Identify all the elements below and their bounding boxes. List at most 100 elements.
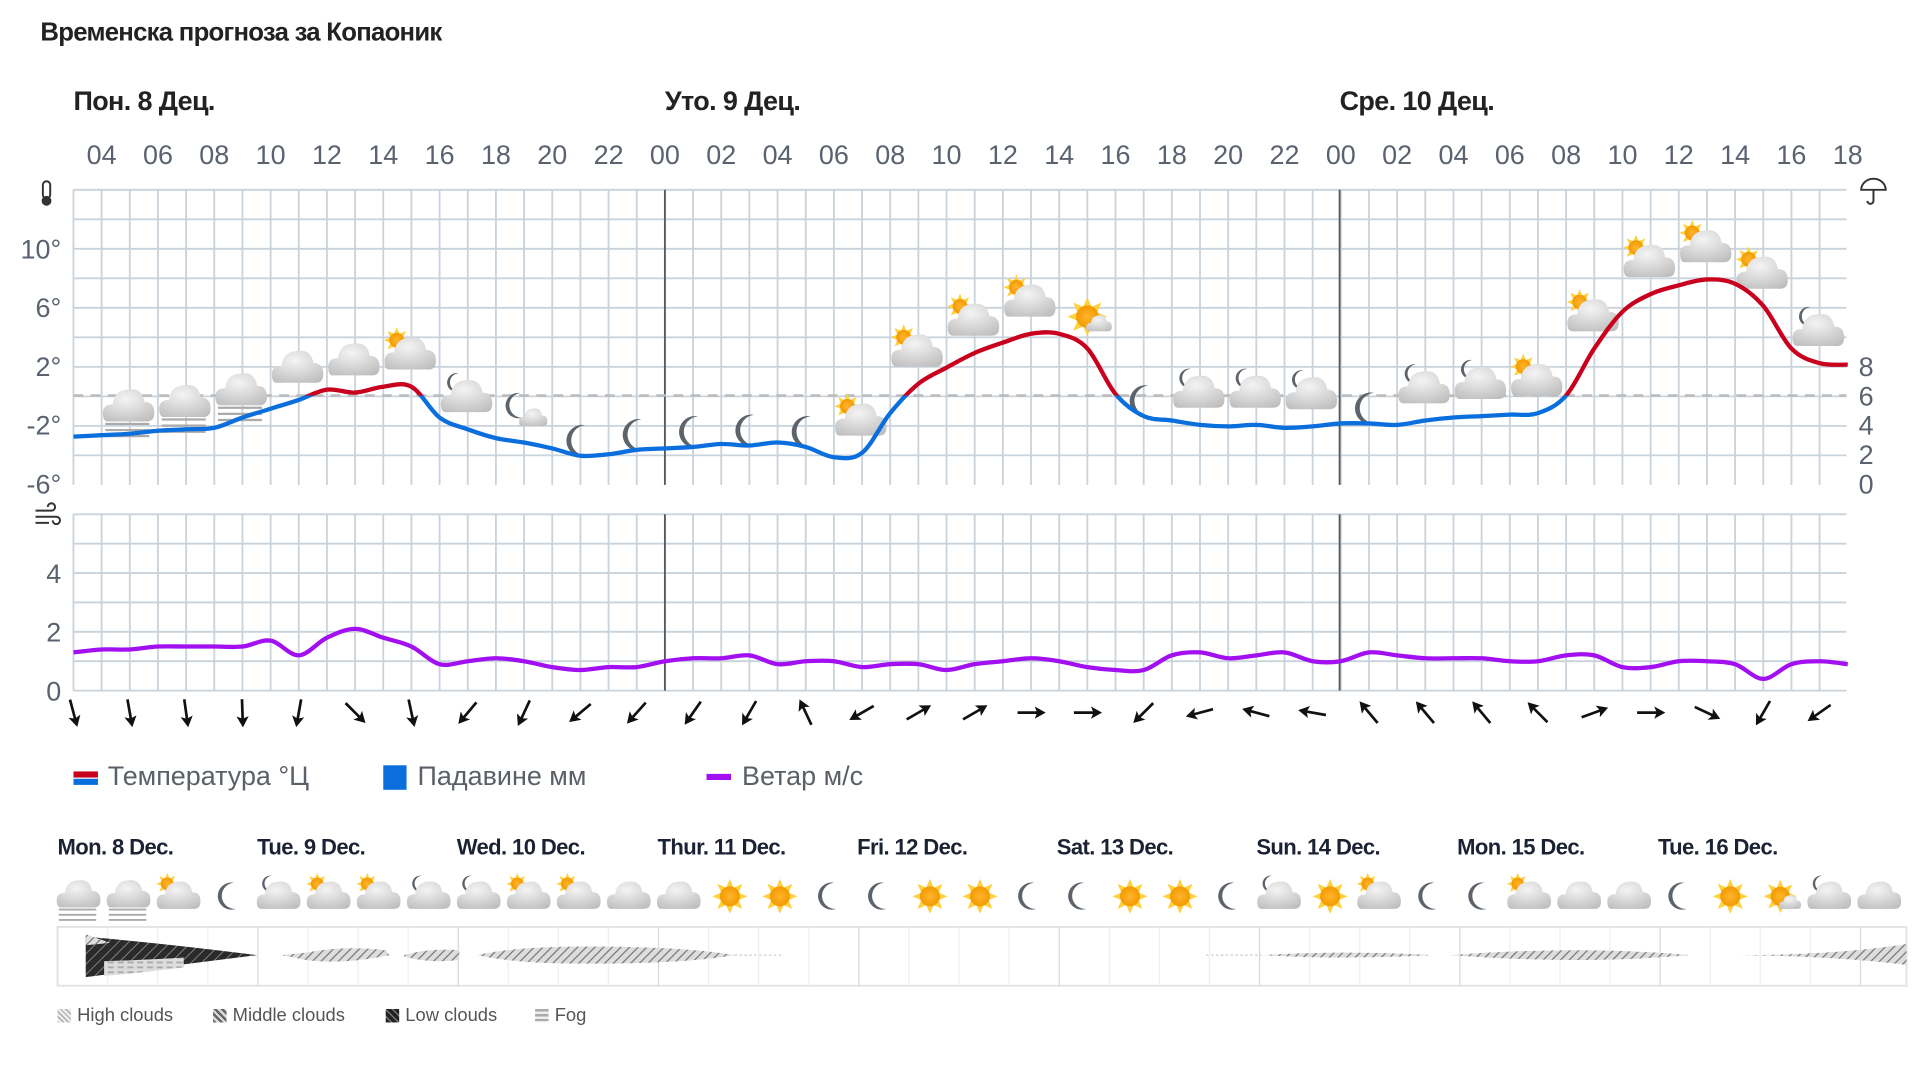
outlook-day: Wed. 10 Dec. (456, 835, 586, 860)
arrow-head (1034, 706, 1046, 719)
outlook-day: Fri. 12 Dec. (857, 835, 968, 860)
arrow-head (1298, 705, 1311, 719)
y-tick-label-temperature: -6° (27, 469, 62, 499)
arrow-head (849, 709, 862, 721)
partly-sunny-icon (1679, 220, 1732, 263)
y-tick-label-precipitation: 2 (1859, 440, 1874, 470)
sun-icon (962, 878, 998, 914)
partly-moon-icon (456, 875, 501, 909)
day-header-wed: Сре. 10 Дец. (1339, 85, 1495, 117)
arrow-shaft (1136, 702, 1155, 720)
partly-moon-icon (1398, 364, 1450, 404)
sun-icon (712, 878, 748, 914)
arrow-shaft (800, 704, 813, 726)
arrow-shaft (344, 702, 363, 720)
wind-arrow-icon (569, 702, 592, 723)
x-tick-label: 10 (932, 140, 962, 170)
wind-arrow-icon (344, 702, 366, 724)
x-tick-label: 06 (143, 140, 173, 170)
arrow-shaft (906, 707, 927, 721)
x-tick-label: 10 (1607, 140, 1637, 170)
moon-icon (679, 416, 701, 448)
arrow-head (180, 715, 193, 728)
chart-grid (72, 188, 1847, 692)
cloud-icon (606, 881, 651, 909)
wind-arrow-icon (849, 704, 875, 721)
wind-arrow-icon (742, 700, 758, 726)
x-tick-label: 12 (1664, 140, 1694, 170)
cloud-icon (328, 343, 380, 376)
fog-icon (56, 880, 101, 921)
wind-arrow-icon (1359, 701, 1379, 724)
x-tick-label: 20 (1213, 140, 1243, 170)
arrow-head (1654, 706, 1666, 719)
wind-arrow-icon (458, 701, 478, 724)
sun-shape (962, 878, 998, 914)
x-tick-label: 14 (1720, 140, 1750, 170)
moon-shape (622, 418, 645, 451)
partly-moon-icon (1257, 875, 1301, 909)
y-tick-label-temperature: -2° (27, 411, 62, 441)
moon-icon (735, 414, 757, 447)
wind-arrow-icon (406, 699, 419, 728)
moon-icon (1668, 882, 1687, 910)
cloud-icon (1607, 881, 1652, 909)
arrow-head (974, 705, 988, 717)
cloud-icon (656, 881, 701, 909)
moon-icon (1418, 882, 1437, 910)
arrow-head (684, 712, 696, 725)
middle-clouds-swatch (213, 1008, 227, 1023)
cloud-shape (1857, 881, 1902, 909)
partly-sunny-icon (1510, 353, 1563, 397)
arrow-shaft (572, 702, 592, 720)
outlook-day: Sun. 14 Dec. (1256, 835, 1381, 860)
partly-sunny-icon (1003, 274, 1056, 317)
moon-icon (217, 882, 236, 910)
outlook-day: Mon. 8 Dec. (57, 835, 174, 860)
arrow-head (1091, 706, 1103, 719)
wind-arrow-icon (1185, 707, 1214, 720)
partly-sunny-icon (506, 872, 551, 909)
low-clouds-swatch (385, 1008, 400, 1023)
x-tick-label: 00 (1326, 140, 1356, 170)
arrow-head (1807, 709, 1821, 722)
cloud-shape (606, 881, 651, 909)
arrow-shaft (1475, 705, 1492, 724)
x-tick-label: 04 (1438, 140, 1468, 170)
arrow-shaft (1694, 705, 1716, 718)
temperature-legend-swatch-red (73, 771, 98, 778)
arrow-head (1595, 705, 1609, 718)
wind-line (73, 626, 1849, 682)
partly-sunny-icon (1506, 872, 1552, 909)
arrow-head (1185, 707, 1199, 720)
sun-small-cloud-icon (1763, 879, 1802, 914)
arrow-shaft (1757, 700, 1772, 721)
partly-sunny-icon (556, 872, 601, 909)
partly-sunny-icon (383, 327, 436, 370)
moon-shape (868, 882, 887, 910)
y-tick-label-wind: 0 (46, 676, 61, 706)
moon-shape (1018, 882, 1037, 910)
x-tick-label: 02 (706, 140, 736, 170)
partly-moon-icon (1792, 306, 1845, 347)
moon-shape (1355, 392, 1377, 425)
arrow-shaft (1811, 703, 1832, 719)
cloud-shape (271, 350, 324, 383)
cloud-shape (1607, 881, 1652, 909)
arrow-shaft (687, 700, 702, 721)
x-tick-label: 10 (256, 140, 286, 170)
arrow-shaft (962, 707, 983, 721)
arrow-shaft (743, 700, 758, 721)
y-tick-label-precipitation: 6 (1859, 381, 1874, 411)
arrow-shaft (519, 699, 531, 721)
x-tick-label: 12 (988, 140, 1018, 170)
partly-moon-icon (1285, 370, 1338, 410)
moon-shape (1068, 882, 1087, 910)
wind-direction-arrows (68, 699, 1832, 728)
axis-ticks: 04 06 08 10 12 14 16 18 20 22 00 02 04 06 08 10 12 14 16 18… (21, 140, 1874, 706)
wind-arrow-icon (1807, 703, 1832, 722)
partly-sunny-icon (890, 324, 943, 367)
partly-moon-icon (1229, 368, 1281, 408)
cloud-shape (106, 880, 151, 908)
arrow-shaft (629, 701, 647, 720)
